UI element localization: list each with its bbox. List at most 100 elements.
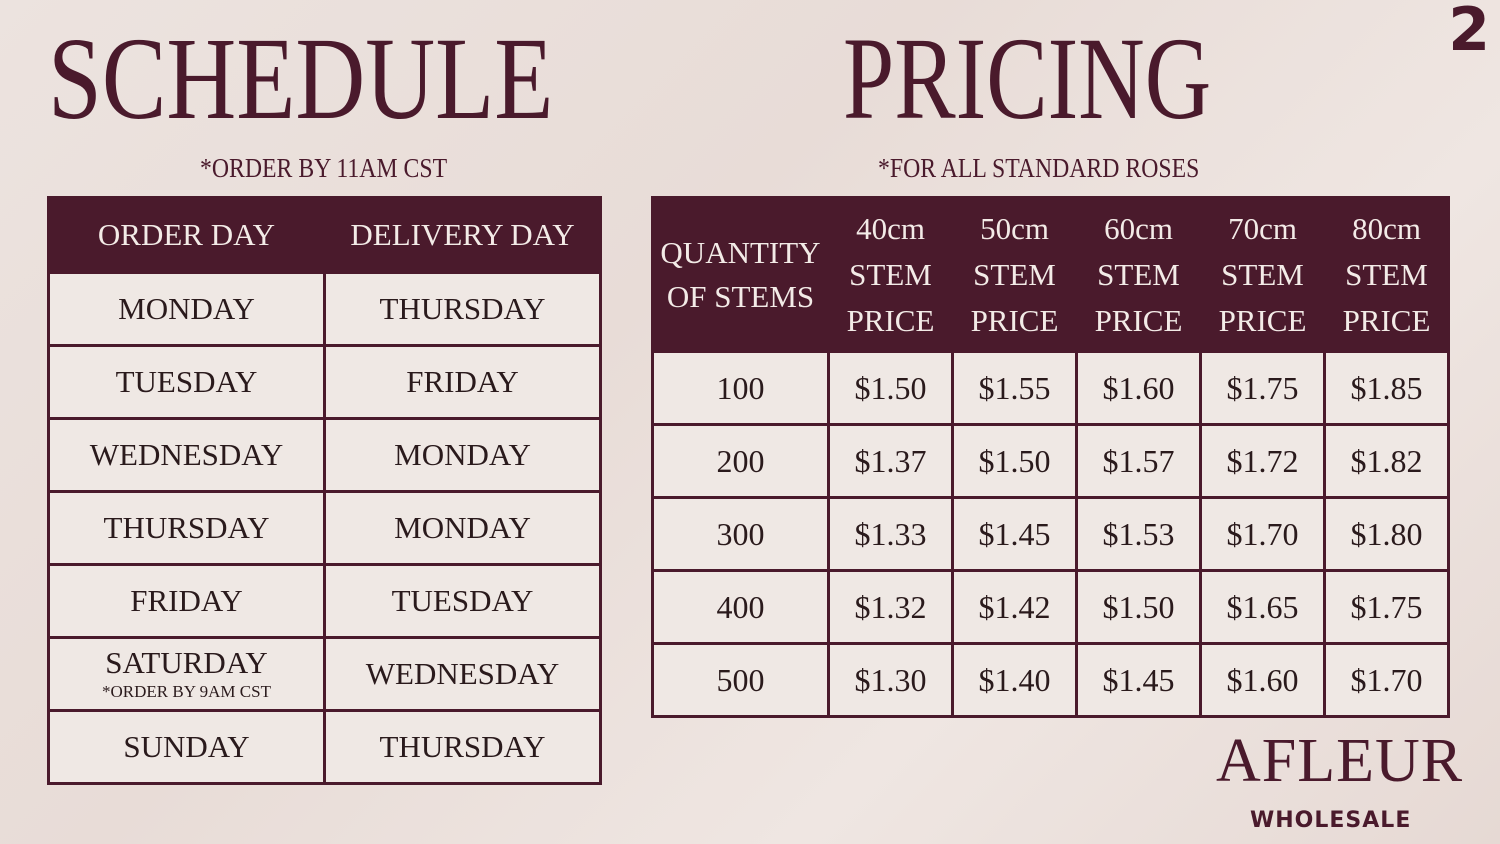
quantity-cell: 400 xyxy=(651,569,830,645)
price-cell: $1.85 xyxy=(1323,350,1450,426)
price-cell: $1.50 xyxy=(1075,569,1202,645)
header-line: PRICE xyxy=(1094,302,1183,338)
order-day-cell: THURSDAY xyxy=(47,490,326,566)
price-cell: $1.55 xyxy=(951,350,1078,426)
header-line: 40cm xyxy=(856,210,925,246)
price-cell: $1.75 xyxy=(1199,350,1326,426)
schedule-title: SCHEDULE xyxy=(48,13,554,144)
price-cell: $1.65 xyxy=(1199,569,1326,645)
price-cell: $1.80 xyxy=(1323,496,1450,572)
header-line: STEM xyxy=(1221,256,1304,292)
quantity-cell: 300 xyxy=(651,496,830,572)
logo-brand: AFLEUR xyxy=(1216,727,1464,795)
price-cell: $1.45 xyxy=(1075,642,1202,718)
pricing-row: 100 $1.50 $1.55 $1.60 $1.75 $1.85 xyxy=(651,350,1450,426)
price-cell: $1.60 xyxy=(1075,350,1202,426)
price-cell: $1.40 xyxy=(951,642,1078,718)
header-price-column: 60cm STEM PRICE xyxy=(1075,196,1202,353)
order-day-cell: TUESDAY xyxy=(47,344,326,420)
schedule-header-row: ORDER DAY DELIVERY DAY xyxy=(47,196,602,274)
order-day: TUESDAY xyxy=(115,364,258,399)
header-line: 50cm xyxy=(980,210,1049,246)
header-price-column: 50cm STEM PRICE xyxy=(951,196,1078,353)
header-delivery-day: DELIVERY DAY xyxy=(323,196,602,274)
page-number: 2 xyxy=(1448,0,1490,65)
delivery-day-cell: MONDAY xyxy=(323,417,602,493)
header-line: PRICE xyxy=(1218,302,1307,338)
delivery-day-cell: FRIDAY xyxy=(323,344,602,420)
afleur-logo: AFLEUR WHOLESALE xyxy=(1216,730,1486,840)
price-cell: $1.37 xyxy=(827,423,954,499)
price-cell: $1.50 xyxy=(951,423,1078,499)
order-day: MONDAY xyxy=(118,291,255,326)
header-price-column: 70cm STEM PRICE xyxy=(1199,196,1326,353)
price-cell: $1.33 xyxy=(827,496,954,572)
header-line: 70cm xyxy=(1228,210,1297,246)
delivery-day-cell: TUESDAY xyxy=(323,563,602,639)
schedule-row: MONDAY THURSDAY xyxy=(47,271,602,347)
order-cutoff-note: *ORDER BY 9AM CST xyxy=(102,682,271,701)
order-day: FRIDAY xyxy=(130,583,243,618)
order-day: SATURDAY xyxy=(105,645,268,680)
schedule-table: ORDER DAY DELIVERY DAY MONDAY THURSDAY TUE… xyxy=(47,196,602,785)
quantity-cell: 100 xyxy=(651,350,830,426)
order-day-cell: SATURDAY *ORDER BY 9AM CST xyxy=(47,636,326,712)
order-day-cell: SUNDAY xyxy=(47,709,326,785)
price-cell: $1.42 xyxy=(951,569,1078,645)
header-line: STEM xyxy=(1097,256,1180,292)
price-cell: $1.70 xyxy=(1199,496,1326,572)
header-order-day: ORDER DAY xyxy=(47,196,326,274)
header-quantity-line: OF STEMS xyxy=(666,278,815,314)
price-cell: $1.50 xyxy=(827,350,954,426)
header-price-column: 80cm STEM PRICE xyxy=(1323,196,1450,353)
price-cell: $1.72 xyxy=(1199,423,1326,499)
order-day: THURSDAY xyxy=(103,510,270,545)
schedule-row: WEDNESDAY MONDAY xyxy=(47,417,602,493)
price-cell: $1.53 xyxy=(1075,496,1202,572)
header-line: PRICE xyxy=(970,302,1059,338)
price-cell: $1.70 xyxy=(1323,642,1450,718)
header-line: 60cm xyxy=(1104,210,1173,246)
order-day: SUNDAY xyxy=(123,729,250,764)
header-quantity-line: QUANTITY xyxy=(660,234,821,270)
pricing-header-row: QUANTITY OF STEMS 40cm STEM PRICE 50cm STEM P… xyxy=(651,196,1450,353)
price-cell: $1.75 xyxy=(1323,569,1450,645)
price-cell: $1.30 xyxy=(827,642,954,718)
price-cell: $1.57 xyxy=(1075,423,1202,499)
delivery-day-cell: MONDAY xyxy=(323,490,602,566)
pricing-table: QUANTITY OF STEMS 40cm STEM PRICE 50cm STEM P… xyxy=(651,196,1450,718)
schedule-row: FRIDAY TUESDAY xyxy=(47,563,602,639)
order-day: WEDNESDAY xyxy=(89,437,284,472)
header-line: STEM xyxy=(973,256,1056,292)
delivery-day-cell: THURSDAY xyxy=(323,271,602,347)
header-line: PRICE xyxy=(846,302,935,338)
price-cell: $1.32 xyxy=(827,569,954,645)
delivery-day-cell: THURSDAY xyxy=(323,709,602,785)
order-day-cell: MONDAY xyxy=(47,271,326,347)
order-day-cell: WEDNESDAY xyxy=(47,417,326,493)
delivery-day-cell: WEDNESDAY xyxy=(323,636,602,712)
header-quantity: QUANTITY OF STEMS xyxy=(651,196,830,353)
price-cell: $1.82 xyxy=(1323,423,1450,499)
order-day-cell: FRIDAY xyxy=(47,563,326,639)
pricing-row: 500 $1.30 $1.40 $1.45 $1.60 $1.70 xyxy=(651,642,1450,718)
header-price-column: 40cm STEM PRICE xyxy=(827,196,954,353)
pricing-row: 200 $1.37 $1.50 $1.57 $1.72 $1.82 xyxy=(651,423,1450,499)
header-line: STEM xyxy=(849,256,932,292)
pricing-subtitle: *FOR ALL STANDARD ROSES xyxy=(878,153,1200,183)
pricing-row: 400 $1.32 $1.42 $1.50 $1.65 $1.75 xyxy=(651,569,1450,645)
price-cell: $1.45 xyxy=(951,496,1078,572)
pricing-title: PRICING xyxy=(843,13,1212,144)
header-line: STEM xyxy=(1345,256,1428,292)
quantity-cell: 500 xyxy=(651,642,830,718)
schedule-row: SATURDAY *ORDER BY 9AM CST WEDNESDAY xyxy=(47,636,602,712)
price-cell: $1.60 xyxy=(1199,642,1326,718)
schedule-row: SUNDAY THURSDAY xyxy=(47,709,602,785)
header-line: 80cm xyxy=(1352,210,1421,246)
pricing-row: 300 $1.33 $1.45 $1.53 $1.70 $1.80 xyxy=(651,496,1450,572)
schedule-subtitle: *ORDER BY 11AM CST xyxy=(200,153,448,183)
logo-tagline: WHOLESALE xyxy=(1250,808,1412,833)
quantity-cell: 200 xyxy=(651,423,830,499)
schedule-row: TUESDAY FRIDAY xyxy=(47,344,602,420)
schedule-row: THURSDAY MONDAY xyxy=(47,490,602,566)
